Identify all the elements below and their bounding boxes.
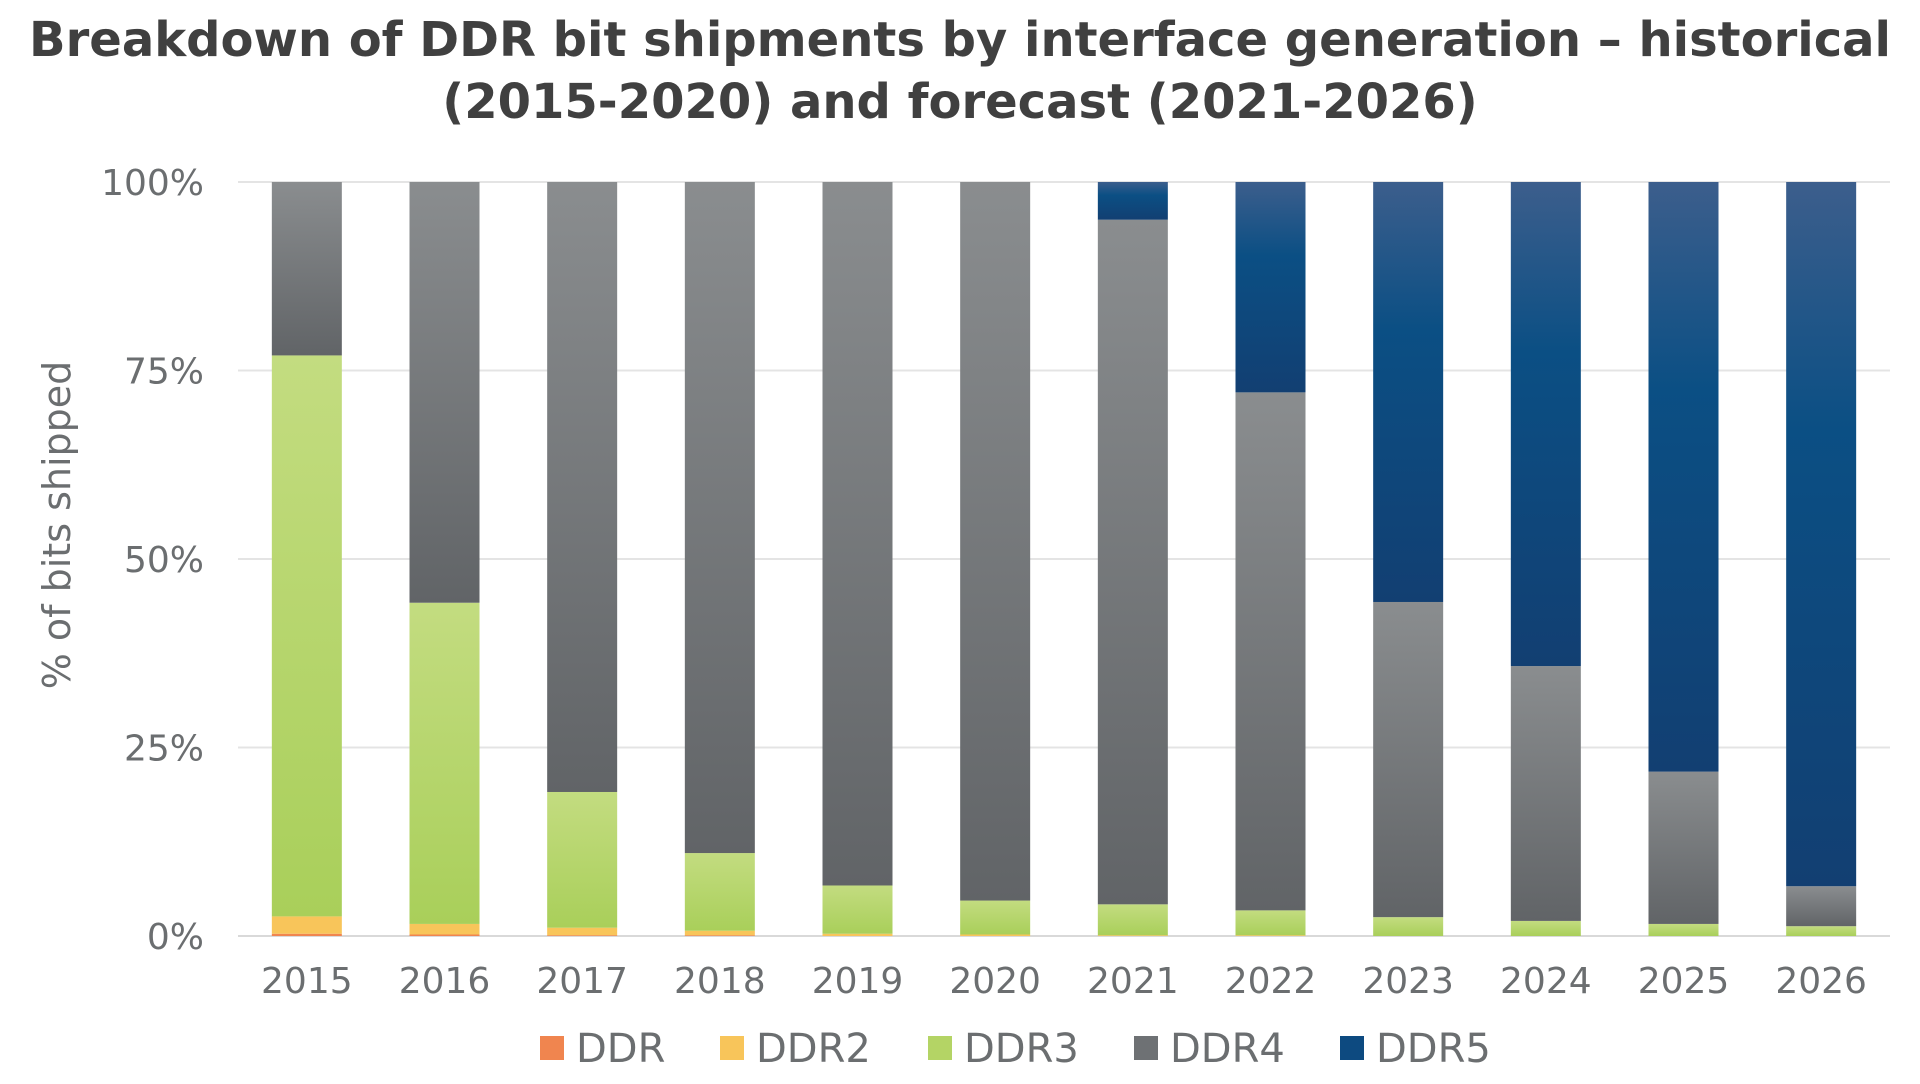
gridlines [238,181,1890,937]
bar-stack-2021 [1097,182,1168,936]
bar-stack-2024 [1510,182,1581,936]
bar-ddr5-2025 [1648,182,1719,772]
legend: DDR DDR2 DDR3 DDR4 DDR5 [540,1026,1491,1072]
bar-stack-2018 [684,182,755,936]
bar-ddr4-2026 [1786,886,1857,927]
bar-ddr3-2025 [1648,923,1719,936]
x-tick-label: 2020 [949,961,1041,1002]
bar-ddr2-2018 [684,930,755,936]
legend-swatch [540,1036,564,1060]
legend-swatch [1134,1036,1158,1060]
chart-title-line-2: (2015-2020) and forecast (2021-2026) [442,74,1477,130]
y-tick-label: 50% [124,540,204,581]
bar-ddr3-2019 [822,885,893,934]
bar-ddr3-2022 [1235,910,1306,936]
bar-ddr3-2024 [1510,920,1581,936]
x-tick-label: 2015 [261,961,353,1002]
bar-ddr4-2021 [1097,219,1168,905]
x-tick-label: 2021 [1087,961,1179,1002]
bar-ddr3-2023 [1373,917,1444,936]
legend-item-ddr2: DDR2 [720,1026,871,1072]
bar-ddr2-2016 [409,923,480,935]
x-tick-label: 2017 [536,961,628,1002]
y-tick-labels: 0% 25% 50% 75% 100% [101,163,204,958]
bar-ddr2-2019 [822,933,893,936]
bar-ddr-2017 [547,935,618,936]
y-tick-label: 75% [124,352,204,393]
bar-ddr2-2021 [1097,935,1168,936]
bar-ddr5-2021 [1097,182,1168,220]
bar-ddr3-2016 [409,602,480,924]
bar-ddr4-2017 [547,182,618,792]
y-tick-label: 100% [101,163,204,204]
bar-ddr4-2018 [684,182,755,854]
bar-ddr2-2017 [547,927,618,936]
legend-item-ddr4: DDR4 [1134,1026,1285,1072]
bar-stack-2023 [1373,182,1444,936]
legend-label: DDR5 [1376,1026,1491,1072]
legend-swatch [928,1036,952,1060]
bar-stacks [271,182,1857,936]
bar-ddr3-2018 [684,853,755,931]
legend-item-ddr: DDR [540,1026,665,1072]
x-tick-label: 2023 [1362,961,1454,1002]
bar-stack-2015 [271,182,342,936]
legend-swatch [1340,1036,1364,1060]
bar-ddr2-2020 [960,934,1031,936]
chart-title-line-1: Breakdown of DDR bit shipments by interf… [29,12,1891,68]
bar-ddr2-2022 [1235,935,1306,936]
y-tick-label: 25% [124,729,204,770]
bar-stack-2016 [409,182,480,936]
bar-ddr2-2015 [271,916,342,934]
y-axis-label: % of bits shipped [35,361,79,690]
bar-ddr5-2023 [1373,182,1444,602]
y-tick-label: 0% [147,917,204,958]
bar-ddr3-2026 [1786,926,1857,936]
bar-stack-2022 [1235,182,1306,936]
bar-ddr4-2023 [1373,601,1444,918]
bar-ddr5-2024 [1510,182,1581,667]
bar-ddr-2015 [271,933,342,936]
x-tick-label: 2018 [674,961,766,1002]
x-tick-label: 2026 [1775,961,1867,1002]
bar-stack-2025 [1648,182,1719,936]
legend-item-ddr3: DDR3 [928,1026,1079,1072]
x-tick-label: 2019 [812,961,904,1002]
x-tick-label: 2016 [399,961,491,1002]
bar-stack-2026 [1786,182,1857,936]
legend-swatch [720,1036,744,1060]
x-tick-label: 2022 [1225,961,1317,1002]
bar-ddr4-2022 [1235,392,1306,911]
x-tick-label: 2024 [1500,961,1592,1002]
legend-label: DDR [576,1026,665,1072]
x-tick-labels: 2015 2016 2017 2018 2019 2020 2021 2022 2023 2024… [261,961,1867,1002]
legend-label: DDR2 [756,1026,871,1072]
bar-ddr4-2015 [271,182,342,356]
bar-ddr3-2021 [1097,904,1168,936]
bar-ddr4-2020 [960,182,1031,901]
bar-ddr3-2015 [271,355,342,917]
bar-stack-2019 [822,182,893,936]
legend-label: DDR4 [1170,1026,1285,1072]
bar-ddr5-2026 [1786,182,1857,887]
legend-label: DDR3 [964,1026,1079,1072]
bar-ddr5-2022 [1235,182,1306,393]
bar-stack-2017 [547,182,618,936]
bar-ddr4-2016 [409,182,480,603]
bar-ddr4-2024 [1510,666,1581,921]
bar-ddr4-2019 [822,182,893,886]
bar-ddr-2018 [684,935,755,936]
bar-ddr4-2025 [1648,771,1719,924]
bar-ddr3-2017 [547,791,618,928]
legend-item-ddr5: DDR5 [1340,1026,1491,1072]
bar-stack-2020 [960,182,1031,936]
x-tick-label: 2025 [1638,961,1730,1002]
bar-ddr-2016 [409,934,480,936]
bar-ddr3-2020 [960,900,1031,935]
